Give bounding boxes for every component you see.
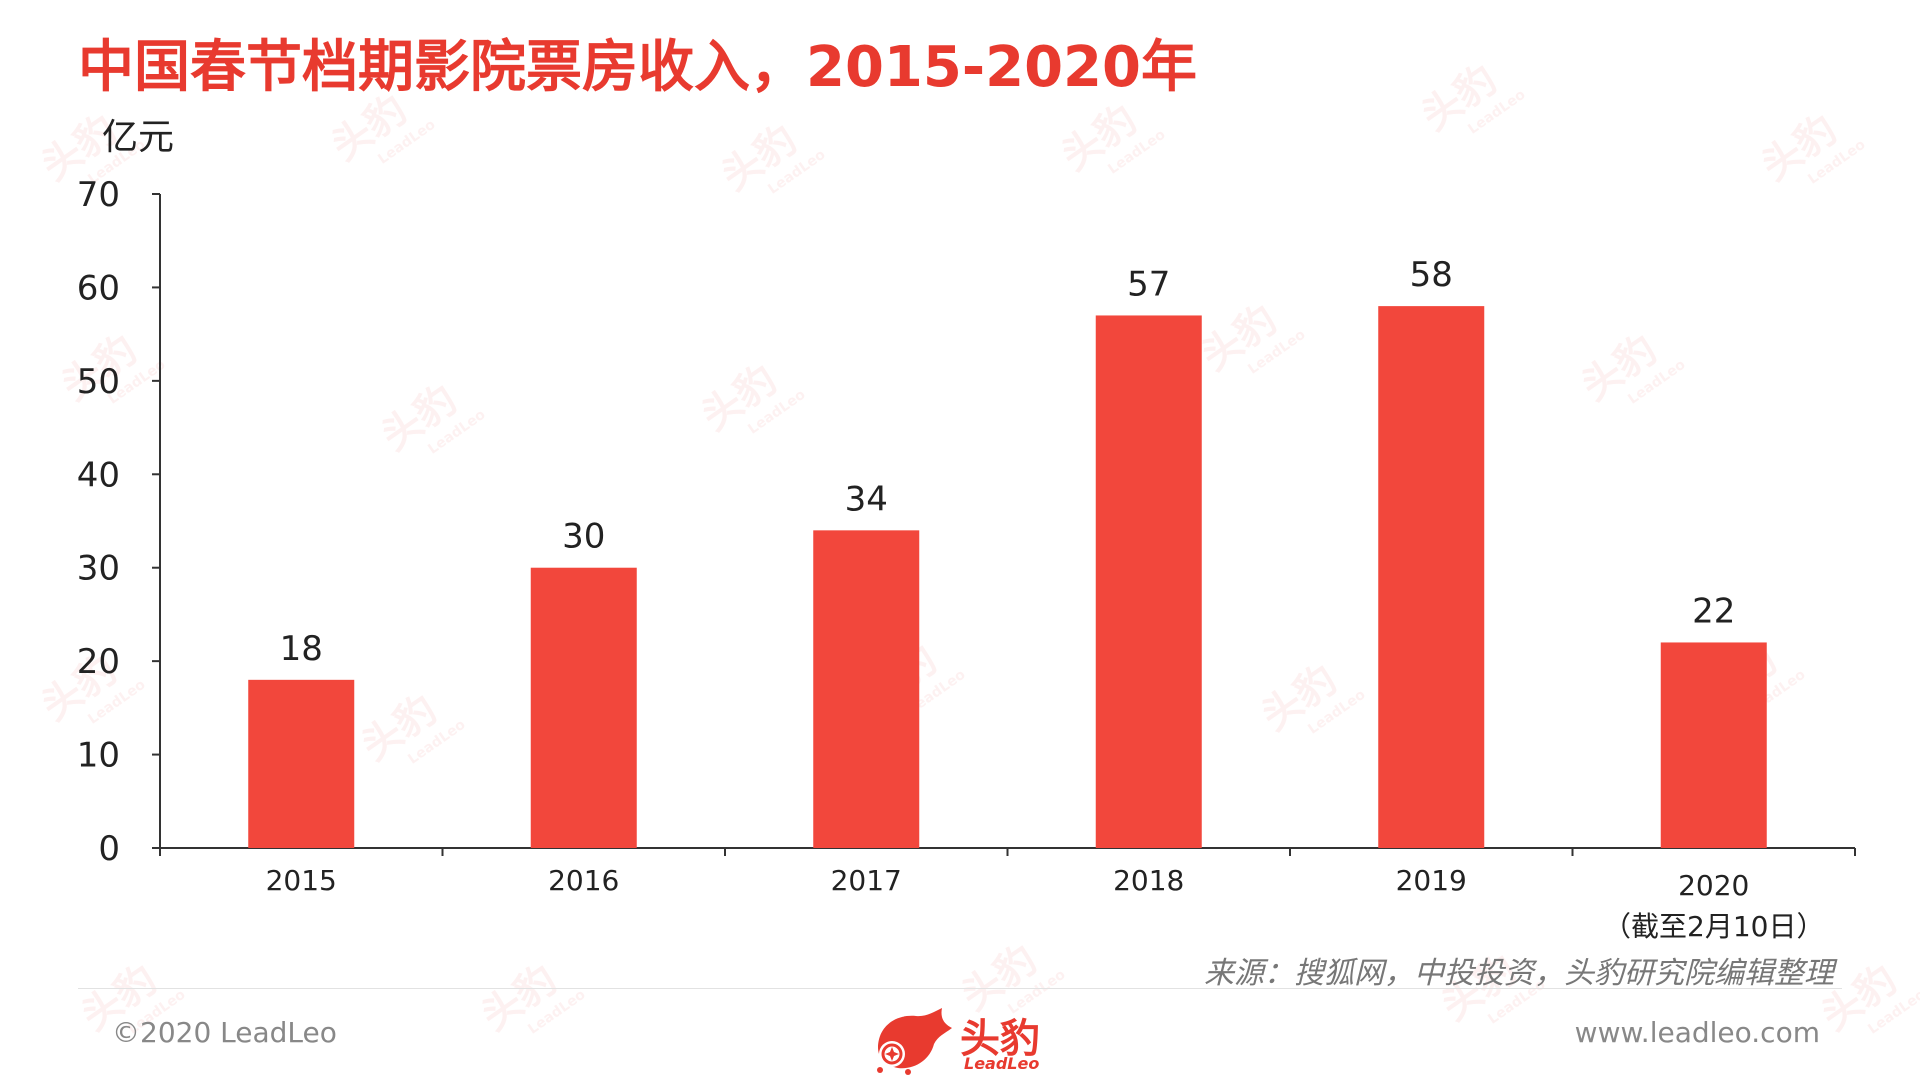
y-tick-label: 40 <box>77 455 120 495</box>
copyright-text: ©2020 LeadLeo <box>112 1016 337 1049</box>
y-tick-label: 30 <box>77 549 120 589</box>
bar-chart: 0 10 20 30 40 50 60 70 18 2015 30 2016 34 2017 57 2018 5… <box>77 175 1856 940</box>
leadleo-logo: 头豹 LeadLeo <box>868 1004 1058 1076</box>
bar <box>530 567 637 848</box>
x-tick-label: 2015 <box>266 864 337 897</box>
x-tick-label: 2016 <box>548 864 619 897</box>
x-tick-label: 2020 <box>1678 869 1749 902</box>
logo-text-en: LeadLeo <box>964 1054 1040 1073</box>
data-label: 18 <box>280 629 323 669</box>
bar <box>248 679 355 848</box>
data-label: 57 <box>1127 264 1170 304</box>
data-label: 34 <box>845 479 888 519</box>
x-tick-label: 2018 <box>1113 864 1184 897</box>
y-tick-label: 20 <box>77 642 120 682</box>
y-tick-label: 50 <box>77 362 120 402</box>
bar <box>1660 642 1767 848</box>
x-tick-sublabel: （截至2月10日） <box>1603 910 1824 940</box>
y-tick-label: 0 <box>98 829 120 869</box>
x-tick-label: 2019 <box>1396 864 1467 897</box>
bar <box>813 530 920 848</box>
x-tick-label: 2017 <box>831 864 902 897</box>
page-title: 中国春节档期影院票房收入，2015-2020年 <box>78 35 1197 100</box>
leopard-icon <box>877 1008 952 1075</box>
bar <box>1378 306 1485 849</box>
data-label: 58 <box>1410 255 1453 295</box>
data-label: 30 <box>562 517 605 557</box>
y-axis-unit: 亿元 <box>102 117 175 158</box>
y-tick-label: 60 <box>77 268 120 308</box>
y-tick-label: 70 <box>77 175 120 215</box>
source-note: 来源：搜狐网，中投投资，头豹研究院编辑整理 <box>1204 956 1834 991</box>
bar <box>1095 315 1202 848</box>
website-url: www.leadleo.com <box>1574 1016 1820 1049</box>
footer-divider <box>78 988 1842 989</box>
y-tick-label: 10 <box>77 736 120 776</box>
logo-text-cn: 头豹 <box>960 1016 1040 1062</box>
data-label: 22 <box>1692 591 1735 631</box>
